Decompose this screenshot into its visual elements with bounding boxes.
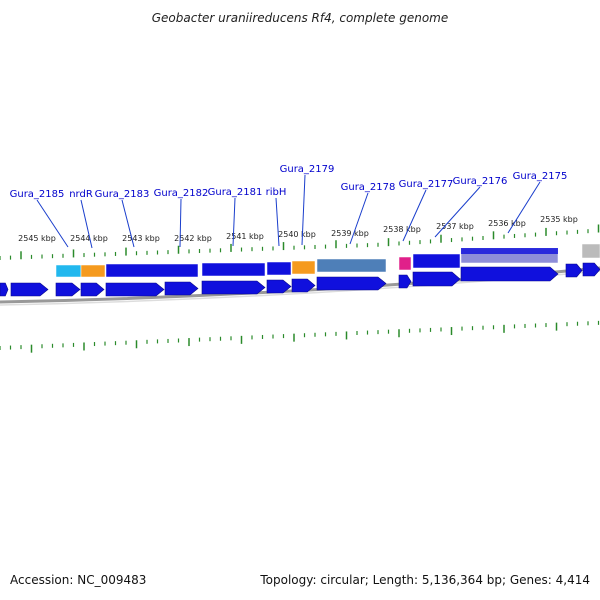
feature-box	[412, 253, 461, 269]
gene-leader-line	[232, 197, 236, 247]
feature-box	[316, 258, 387, 273]
scale-label: 2541 kbp	[226, 232, 264, 241]
gene-label: Gura_2175	[513, 171, 568, 182]
gene-label: Gura_2178	[341, 182, 396, 193]
gene-leader-line	[434, 186, 481, 238]
feature-track	[0, 243, 600, 297]
feature-arrow	[565, 263, 583, 278]
feature-arrow	[291, 278, 316, 293]
scale-label: 2545 kbp	[18, 234, 56, 243]
feature-box	[398, 256, 412, 271]
map-title: Geobacter uraniireducens Rf4, complete g…	[151, 11, 449, 25]
gene-leader-line	[179, 198, 182, 248]
inner-tick-ring	[0, 320, 600, 353]
scale-label: 2542 kbp	[174, 234, 212, 243]
feature-arrow	[10, 282, 49, 297]
gene-label: Gura_2182	[154, 188, 209, 199]
feature-box	[80, 264, 106, 278]
feature-arrow	[412, 271, 461, 287]
gene-leader-line	[402, 189, 427, 242]
scale-labels: 2545 kbp 2544 kbp 2543 kbp 2542 kbp 2541 kbp…	[18, 215, 578, 243]
feature-arrow	[582, 262, 600, 277]
feature-arrow	[398, 274, 412, 289]
topology-summary: Topology: circular; Length: 5,136,364 bp…	[260, 573, 590, 587]
gene-leader-line	[301, 174, 306, 246]
accession-text: Accession: NC_009483	[10, 573, 147, 587]
scale-label: 2543 kbp	[122, 234, 160, 243]
scale-label: 2544 kbp	[70, 234, 108, 243]
gene-label: Gura_2179	[280, 164, 335, 175]
feature-arrow	[105, 282, 165, 297]
gene-label: Gura_2185	[10, 189, 65, 200]
scale-label: 2537 kbp	[436, 222, 474, 231]
gene-label: Gura_2177	[399, 179, 454, 190]
feature-box	[581, 243, 600, 259]
scale-label: 2538 kbp	[383, 225, 421, 234]
feature-arrow	[55, 282, 81, 297]
scale-label: 2540 kbp	[278, 230, 316, 239]
gene-leader-line	[80, 199, 93, 249]
gene-leader-line	[507, 181, 541, 234]
feature-arrow	[164, 281, 199, 296]
feature-box	[266, 261, 292, 276]
feature-arrow	[0, 282, 9, 297]
scale-label: 2539 kbp	[331, 229, 369, 238]
gene-leader-line	[36, 199, 69, 248]
gene-leader-line	[349, 192, 369, 245]
gene-label: nrdR	[69, 189, 93, 200]
gene-label: Gura_2176	[453, 176, 508, 187]
feature-box	[55, 264, 82, 278]
scale-label: 2536 kbp	[488, 219, 526, 228]
feature-arrow	[460, 266, 559, 282]
gene-labels: Gura_2185 nrdR Gura_2183 Gura_2182 Gura_2181…	[10, 164, 568, 249]
feature-box	[201, 262, 266, 277]
gene-leader-line	[275, 197, 280, 247]
feature-box	[105, 263, 199, 278]
outer-tick-ring	[0, 224, 600, 260]
feature-box	[291, 260, 316, 275]
feature-arrow	[80, 282, 105, 297]
feature-arrow	[316, 276, 387, 291]
gene-label: Gura_2183	[95, 189, 150, 200]
feature-box-highlight	[461, 248, 558, 254]
feature-arrow	[266, 279, 292, 294]
gene-label: ribH	[266, 187, 287, 198]
gene-leader-line	[121, 199, 135, 248]
scale-label: 2535 kbp	[540, 215, 578, 224]
gene-label: Gura_2181	[208, 187, 263, 198]
feature-arrow	[201, 280, 266, 295]
